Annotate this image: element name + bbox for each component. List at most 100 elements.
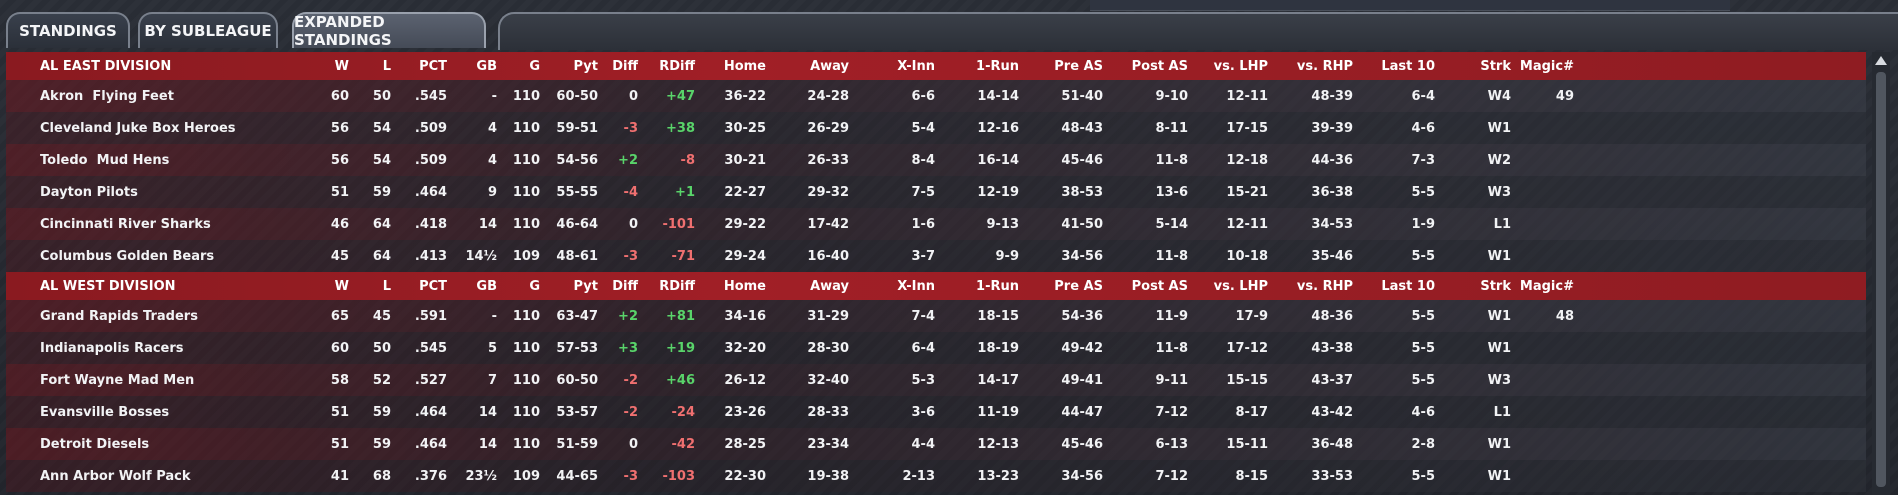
- scrollbar-thumb[interactable]: [1876, 72, 1886, 487]
- cell-pct: .418: [414, 216, 447, 232]
- cell-rdiff: +19: [666, 340, 695, 356]
- cell-pre-as: 45-46: [1061, 152, 1103, 168]
- column-header-vs-rhp[interactable]: vs. RHP: [1296, 278, 1353, 294]
- column-header-1-run[interactable]: 1-Run: [976, 278, 1019, 294]
- table-row[interactable]: Dayton Pilots 51 59 .464 9 110 55-55 -4 +1 22-27 2…: [6, 176, 1866, 208]
- cell-l: 59: [372, 436, 391, 452]
- column-header-post-as[interactable]: Post AS: [1131, 278, 1188, 294]
- column-header-last-10[interactable]: Last 10: [1381, 58, 1435, 74]
- column-header-x-inn[interactable]: X-Inn: [897, 58, 935, 74]
- table-row[interactable]: Fort Wayne Mad Men 58 52 .527 7 110 60-50 -2 +46…: [6, 364, 1866, 396]
- table-row[interactable]: Detroit Diesels 51 59 .464 14 110 51-59 0 -42 28-…: [6, 428, 1866, 460]
- table-row[interactable]: Evansville Bosses 51 59 .464 14 110 53-57 -2 -24…: [6, 396, 1866, 428]
- cell-rdiff: +46: [666, 372, 695, 388]
- cell-w: 56: [330, 120, 349, 136]
- cell-rdiff: +47: [666, 88, 695, 104]
- column-header-1-run[interactable]: 1-Run: [976, 58, 1019, 74]
- cell-x-inn: 8-4: [911, 152, 936, 168]
- column-header-diff[interactable]: Diff: [612, 58, 638, 74]
- cell-strk: W1: [1487, 120, 1511, 136]
- team-name[interactable]: Akron Flying Feet: [40, 88, 174, 104]
- column-header-w[interactable]: W: [334, 58, 349, 74]
- cell-home: 30-25: [724, 120, 766, 136]
- cell-last-10: 5-5: [1411, 468, 1436, 484]
- team-name[interactable]: Dayton Pilots: [40, 184, 138, 200]
- cell-home: 26-12: [724, 372, 766, 388]
- column-header-pre-as[interactable]: Pre AS: [1054, 58, 1103, 74]
- column-header-vs-lhp[interactable]: vs. LHP: [1213, 58, 1268, 74]
- table-row[interactable]: Cincinnati River Sharks 46 64 .418 14 110 46-6…: [6, 208, 1866, 240]
- cell-diff: 0: [628, 436, 638, 452]
- column-header-pct[interactable]: PCT: [419, 278, 447, 294]
- cell-post-as: 5-14: [1155, 216, 1188, 232]
- column-header-vs-lhp[interactable]: vs. LHP: [1213, 278, 1268, 294]
- team-name[interactable]: Cincinnati River Sharks: [40, 216, 211, 232]
- column-header-home[interactable]: Home: [723, 58, 766, 74]
- column-header-pre-as[interactable]: Pre AS: [1054, 278, 1103, 294]
- team-name[interactable]: Grand Rapids Traders: [40, 308, 198, 324]
- team-name[interactable]: Columbus Golden Bears: [40, 248, 215, 264]
- cell-gb: 23½: [465, 468, 497, 484]
- column-header-l[interactable]: L: [382, 278, 391, 294]
- cell-x-inn: 5-4: [911, 120, 936, 136]
- column-header-gb[interactable]: GB: [476, 58, 497, 74]
- column-header-pyt[interactable]: Pyt: [573, 58, 598, 74]
- cell-w: 46: [330, 216, 349, 232]
- cell-pyt: 55-55: [556, 184, 598, 200]
- column-header-pct[interactable]: PCT: [419, 58, 447, 74]
- cell-x-inn: 4-4: [911, 436, 936, 452]
- tab-by-subleague[interactable]: BY SUBLEAGUE: [138, 12, 278, 48]
- table-row[interactable]: Toledo Mud Hens 56 54 .509 4 110 54-56 +2 -8 30-2…: [6, 144, 1866, 176]
- cell-diff: -3: [623, 468, 638, 484]
- team-name[interactable]: Indianapolis Racers: [40, 340, 184, 356]
- table-row[interactable]: Akron Flying Feet 60 50 .545 -110 60-50 0 +47 36…: [6, 80, 1866, 112]
- column-header-post-as[interactable]: Post AS: [1131, 58, 1188, 74]
- cell-strk: W1: [1487, 468, 1511, 484]
- team-name[interactable]: Cleveland Juke Box Heroes: [40, 120, 236, 136]
- table-row[interactable]: Grand Rapids Traders 65 45 .591 -110 63-47 +2 +…: [6, 300, 1866, 332]
- table-row[interactable]: Columbus Golden Bears 45 64 .413 14½ 109 48-61…: [6, 240, 1866, 272]
- scroll-up-arrow-icon[interactable]: [1875, 56, 1887, 65]
- column-header-magic[interactable]: Magic#: [1519, 278, 1574, 294]
- column-header-g[interactable]: G: [529, 58, 540, 74]
- column-header-vs-rhp[interactable]: vs. RHP: [1296, 58, 1353, 74]
- cell-strk: W1: [1487, 436, 1511, 452]
- tab-expanded-standings[interactable]: EXPANDED STANDINGS: [292, 12, 486, 49]
- table-row[interactable]: Cleveland Juke Box Heroes 56 54 .509 4 110 59-…: [6, 112, 1866, 144]
- cell-away: 16-40: [807, 248, 849, 264]
- team-name[interactable]: Detroit Diesels: [40, 436, 150, 452]
- cell-pct: .527: [414, 372, 447, 388]
- table-row[interactable]: Ann Arbor Wolf Pack 41 68 .376 23½ 109 44-65 -3…: [6, 460, 1866, 492]
- column-header-away[interactable]: Away: [810, 58, 849, 74]
- column-header-strk[interactable]: Strk: [1480, 278, 1511, 294]
- cell-l: 64: [372, 248, 391, 264]
- team-name[interactable]: Evansville Bosses: [40, 404, 170, 420]
- team-name[interactable]: Toledo Mud Hens: [40, 152, 170, 168]
- column-header-x-inn[interactable]: X-Inn: [897, 278, 935, 294]
- column-header-magic[interactable]: Magic#: [1519, 58, 1574, 74]
- cell-pre-as: 48-43: [1061, 120, 1103, 136]
- cell-away: 28-33: [807, 404, 849, 420]
- column-header-gb[interactable]: GB: [476, 278, 497, 294]
- column-header-l[interactable]: L: [382, 58, 391, 74]
- team-name[interactable]: Ann Arbor Wolf Pack: [40, 468, 191, 484]
- column-header-g[interactable]: G: [529, 278, 540, 294]
- column-header-diff[interactable]: Diff: [612, 278, 638, 294]
- column-header-home[interactable]: Home: [723, 278, 766, 294]
- column-header-rdiff[interactable]: RDiff: [659, 278, 695, 294]
- table-row[interactable]: Indianapolis Racers 60 50 .545 5 110 57-53 +3 +1…: [6, 332, 1866, 364]
- cell-x-inn: 3-6: [911, 404, 936, 420]
- column-header-pyt[interactable]: Pyt: [573, 278, 598, 294]
- cell-diff: -3: [623, 248, 638, 264]
- column-header-rdiff[interactable]: RDiff: [659, 58, 695, 74]
- tab-standings[interactable]: STANDINGS: [6, 12, 130, 48]
- cell-1-run: 18-15: [977, 308, 1019, 324]
- team-name[interactable]: Fort Wayne Mad Men: [40, 372, 195, 388]
- column-header-strk[interactable]: Strk: [1480, 58, 1511, 74]
- column-header-last-10[interactable]: Last 10: [1381, 278, 1435, 294]
- cell-pre-as: 34-56: [1061, 468, 1103, 484]
- cell-pct: .509: [414, 120, 447, 136]
- column-header-away[interactable]: Away: [810, 278, 849, 294]
- column-header-w[interactable]: W: [334, 278, 349, 294]
- cell-magic: 48: [1555, 308, 1574, 324]
